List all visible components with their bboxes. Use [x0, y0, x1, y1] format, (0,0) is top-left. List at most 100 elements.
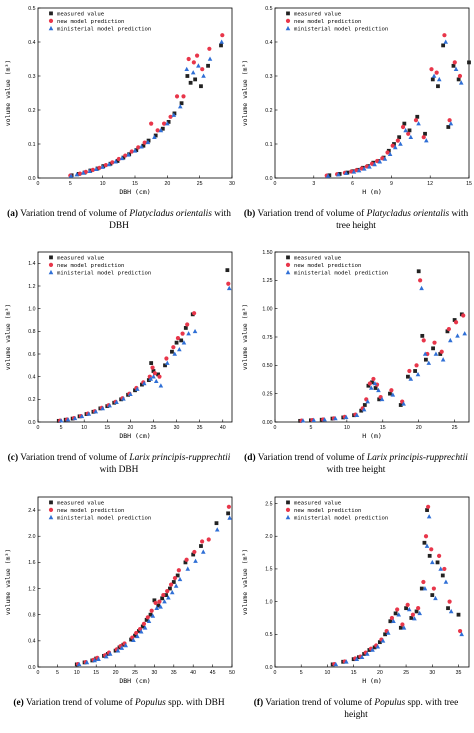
data-point-measured — [156, 372, 160, 377]
y-tick-label: 0.0 — [265, 176, 272, 182]
data-point-measured — [183, 560, 188, 565]
data-point-measured — [225, 268, 230, 273]
data-point-ministerial — [359, 654, 365, 659]
y-tick-label: 1.2 — [28, 586, 35, 592]
data-point-measured — [441, 43, 446, 48]
x-tick-label: 10 — [325, 670, 331, 676]
y-tick-label: 0.5 — [28, 6, 35, 12]
series-measured — [69, 43, 223, 178]
data-point-ministerial — [181, 340, 187, 345]
x-tick-label: 6 — [351, 181, 354, 187]
data-point-measured — [188, 80, 193, 85]
data-point-ministerial — [207, 56, 213, 61]
data-point-measured — [440, 573, 445, 578]
legend-marker-measured — [286, 11, 290, 16]
data-point-measured — [430, 593, 435, 597]
data-point-ministerial — [172, 351, 178, 356]
data-point-new — [171, 345, 176, 350]
data-point-ministerial — [200, 549, 206, 554]
data-point-ministerial — [153, 378, 159, 383]
data-point-ministerial — [126, 152, 131, 157]
data-point-ministerial — [356, 168, 362, 173]
data-point-ministerial — [132, 148, 138, 153]
data-point-new — [157, 374, 162, 379]
data-point-ministerial — [131, 637, 136, 642]
x-tick-label: 35 — [456, 670, 462, 676]
x-tick-label: 20 — [113, 670, 119, 676]
y-axis-title: volume value (m³) — [4, 60, 12, 127]
data-point-ministerial — [114, 399, 119, 404]
chart-d: 0 5 10 15 20 25 0.00 0.25 0.50 0.75 1.00 1.25 1.50 H … — [241, 250, 470, 440]
data-point-measured — [214, 521, 219, 526]
data-point-ministerial — [65, 417, 71, 422]
data-point-ministerial — [80, 170, 86, 175]
data-point-measured — [226, 511, 231, 516]
legend-marker-ministerial — [285, 269, 291, 275]
y-tick-label: 0.00 — [262, 420, 272, 426]
series-ministerial — [333, 514, 464, 667]
data-point-new — [442, 566, 447, 572]
y-tick-label: 0.75 — [262, 335, 272, 341]
data-point-new — [103, 162, 108, 168]
data-point-ministerial — [128, 391, 133, 397]
data-point-ministerial — [401, 401, 406, 406]
legend-marker-ministerial — [48, 514, 54, 520]
data-point-new — [220, 33, 225, 38]
series-measured — [327, 43, 471, 178]
x-tick-label: 25 — [452, 425, 458, 431]
data-point-ministerial — [322, 417, 327, 422]
data-point-ministerial — [438, 566, 443, 571]
y-tick-label: 0.2 — [28, 397, 35, 403]
data-point-new — [149, 608, 154, 613]
data-point-ministerial — [123, 642, 128, 648]
y-tick-label: 1.2 — [28, 284, 35, 290]
plot-frame — [274, 496, 470, 668]
data-point-measured — [398, 403, 403, 407]
data-point-measured — [136, 629, 141, 633]
data-point-ministerial — [214, 527, 220, 532]
data-point-ministerial — [107, 403, 112, 408]
data-point-new — [192, 311, 197, 316]
data-point-ministerial — [403, 127, 408, 133]
data-point-measured — [219, 43, 223, 48]
data-point-ministerial — [142, 625, 148, 630]
data-point-ministerial — [448, 121, 454, 126]
x-tick-label: 9 — [390, 181, 393, 187]
data-point-measured — [168, 586, 172, 591]
x-tick-label: 50 — [229, 670, 235, 676]
y-tick-label: 0.0 — [265, 665, 272, 671]
data-point-measured — [438, 352, 443, 356]
y-axis-title: volume value (m³) — [241, 60, 249, 127]
data-point-new — [174, 94, 180, 99]
x-tick-label: 15 — [93, 670, 99, 676]
data-point-new — [145, 615, 150, 620]
x-tick-label: 10 — [344, 425, 350, 431]
series-new — [332, 504, 463, 667]
data-point-measured — [166, 120, 171, 124]
data-point-measured — [370, 380, 374, 385]
data-point-measured — [402, 121, 407, 126]
data-point-new — [207, 46, 212, 51]
data-point-ministerial — [422, 586, 428, 591]
data-point-ministerial — [365, 399, 370, 404]
data-point-new — [157, 599, 162, 604]
data-point-measured — [427, 553, 432, 558]
series-new — [58, 281, 231, 423]
data-point-measured — [179, 338, 184, 343]
x-tick-label: 0 — [37, 181, 40, 187]
data-point-ministerial — [382, 156, 388, 161]
data-point-ministerial — [401, 625, 407, 630]
data-point-measured — [171, 580, 176, 584]
legend-marker-new — [285, 507, 291, 512]
y-tick-label: 0.8 — [28, 329, 35, 335]
data-point-ministerial — [227, 515, 232, 520]
data-point-measured — [456, 612, 461, 617]
legend-marker-new — [48, 262, 54, 267]
data-point-new — [90, 167, 96, 172]
legend-label-ministerial: ministerial model prediction — [294, 270, 388, 276]
data-point-measured — [392, 142, 396, 146]
data-point-ministerial — [376, 387, 381, 393]
data-point-ministerial — [96, 656, 101, 661]
y-tick-label: 0.5 — [265, 632, 272, 638]
data-point-measured — [404, 606, 408, 611]
